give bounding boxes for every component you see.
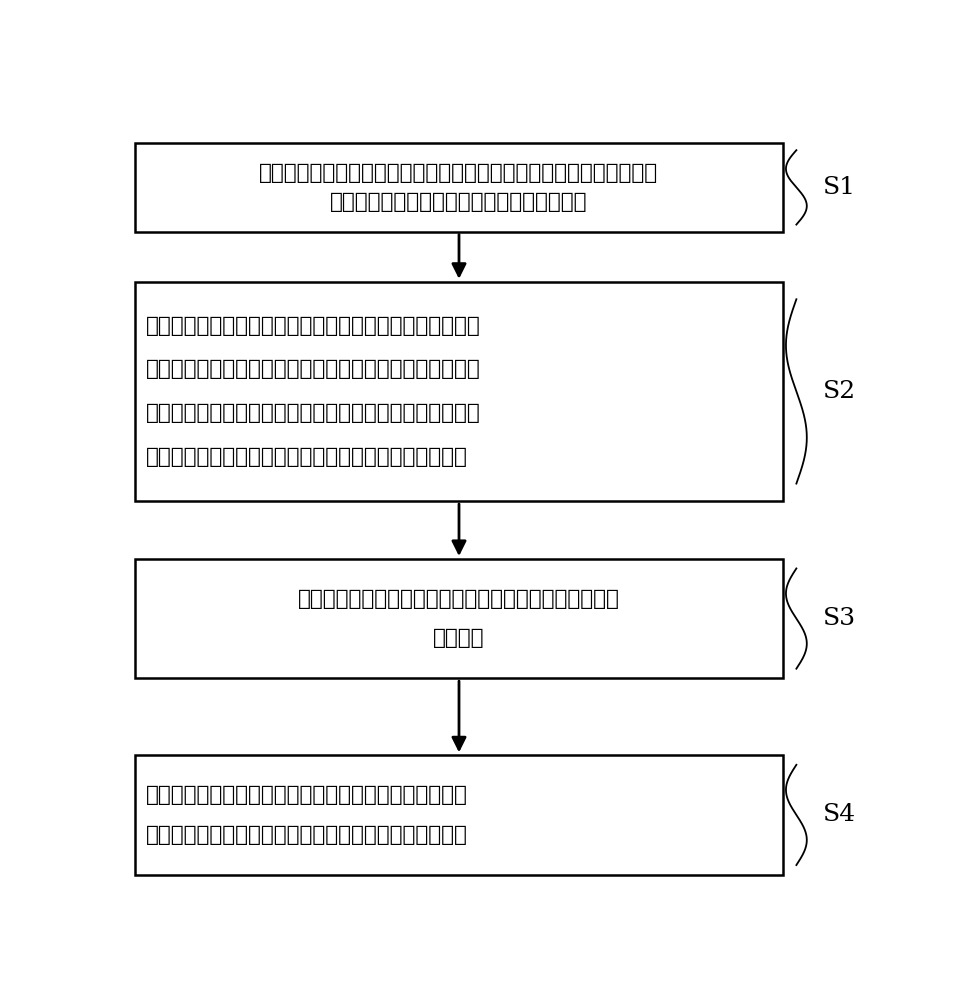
Text: 述壳体上: 述壳体上 [433, 628, 484, 648]
Text: S4: S4 [824, 803, 856, 826]
Bar [135, 282, 783, 501]
Text: 将所述壳盖压装于所述壳体上，且壳盖与所述壳体固定连: 将所述壳盖压装于所述壳体上，且壳盖与所述壳体固定连 [146, 785, 468, 805]
Text: 形成铁芯预制件，且铁芯预制件上具有定位孔: 形成铁芯预制件，且铁芯预制件上具有定位孔 [331, 192, 588, 212]
Text: S3: S3 [824, 607, 856, 630]
Text: 接或可拆卸连接；所述壳盖盖设于所述线路板和插针上方: 接或可拆卸连接；所述壳盖盖设于所述线路板和插针上方 [146, 825, 468, 845]
Text: S1: S1 [824, 176, 856, 199]
Text: 将铁芯预制件装配在用于成型壳体的模具中，且所述铁芯预: 将铁芯预制件装配在用于成型壳体的模具中，且所述铁芯预 [146, 316, 480, 336]
Bar [135, 559, 783, 678]
Bar [135, 755, 783, 875]
Text: S2: S2 [824, 380, 856, 403]
Bar [135, 143, 783, 232]
Text: 成型，并在第二次注塑成型的保压阶段，将顶针抽出，使所: 成型，并在第二次注塑成型的保压阶段，将顶针抽出，使所 [146, 403, 480, 423]
Text: 将所述壳体置于装配工装上，并将插针和线路板压装于所: 将所述壳体置于装配工装上，并将插针和线路板压装于所 [298, 589, 620, 609]
Text: 述定位孔中填充塑胶；形成铁芯与壳体的一体成型装配体: 述定位孔中填充塑胶；形成铁芯与壳体的一体成型装配体 [146, 447, 468, 467]
Text: 制件上的定位孔中穿设有所述模具的顶针；进行第二次注塑: 制件上的定位孔中穿设有所述模具的顶针；进行第二次注塑 [146, 359, 480, 379]
Text: 在铁芯表面电泳覆盖一层环氧树脂层，并对铁芯进行第一次注塑成型，: 在铁芯表面电泳覆盖一层环氧树脂层，并对铁芯进行第一次注塑成型， [259, 163, 658, 183]
